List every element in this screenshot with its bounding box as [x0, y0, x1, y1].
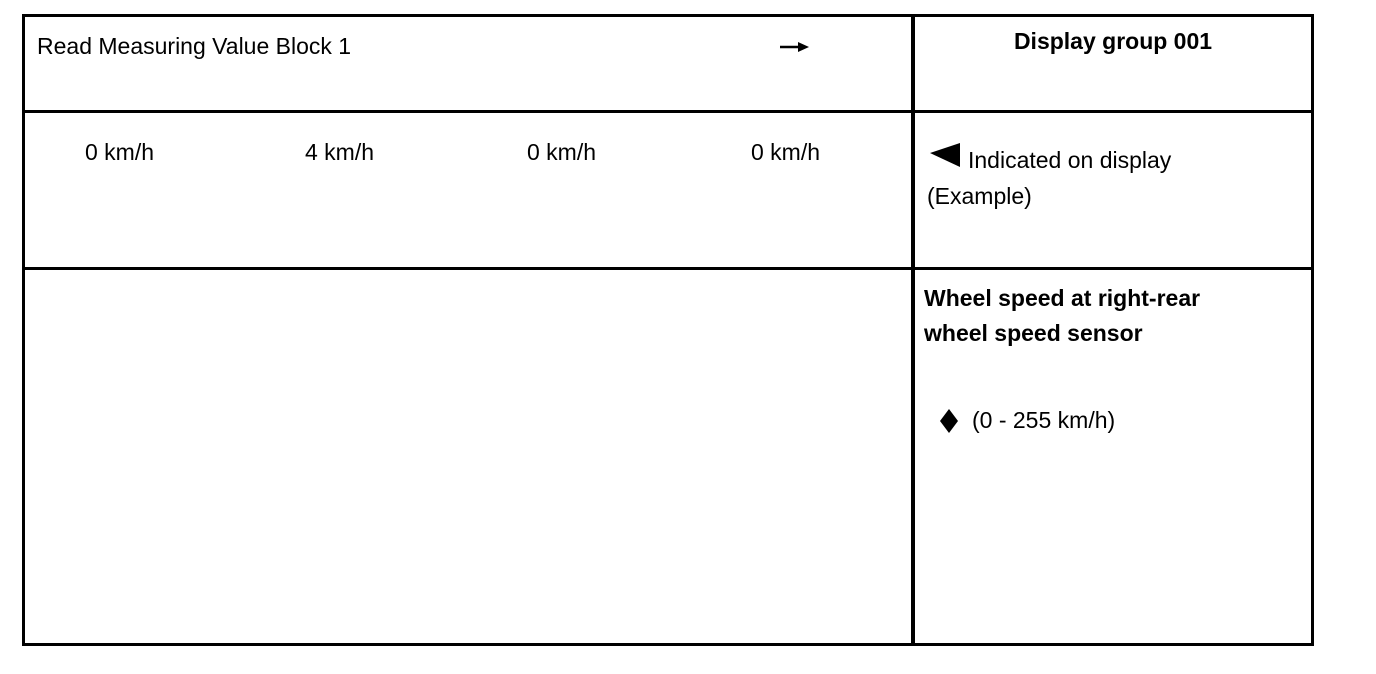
description-line-1: Wheel speed at right-rear [924, 285, 1201, 311]
right-arrow-icon [780, 42, 809, 52]
table-border-right [1311, 14, 1314, 646]
table-border-left [22, 14, 25, 646]
block-title: Read Measuring Value Block 1 [37, 33, 352, 59]
value-2: 4 km/h [305, 139, 375, 165]
range-text: (0 - 255 km/h) [972, 407, 1116, 433]
diamond-icon [940, 409, 958, 433]
example-text: (Example) [927, 183, 1032, 209]
row-divider-1 [22, 110, 1314, 113]
table-border-top [22, 14, 1314, 17]
row-divider-2 [22, 267, 1314, 270]
description-line-2: wheel speed sensor [924, 320, 1143, 346]
display-group-label: Display group 001 [1013, 28, 1213, 54]
table-border-bottom [22, 643, 1314, 646]
value-3: 0 km/h [527, 139, 597, 165]
value-4: 0 km/h [751, 139, 821, 165]
left-triangle-icon [930, 143, 960, 167]
indicated-on-display-text: Indicated on display [968, 147, 1172, 173]
column-divider [911, 14, 915, 646]
value-1: 0 km/h [85, 139, 155, 165]
